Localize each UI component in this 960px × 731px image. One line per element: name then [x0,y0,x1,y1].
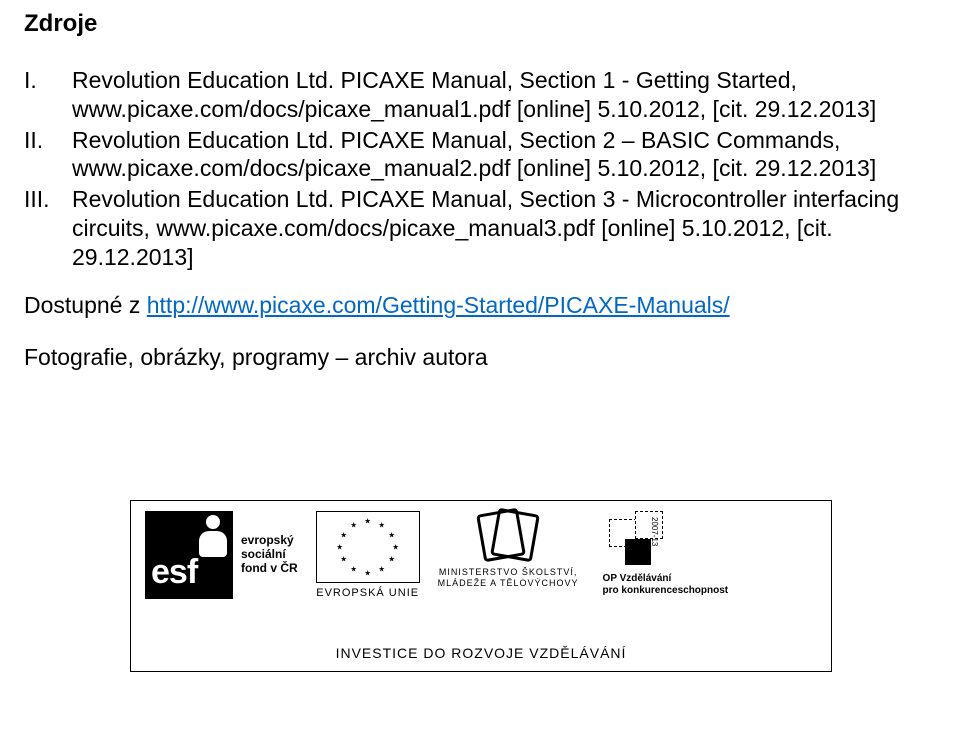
eu-label: EVROPSKÁ UNIE [316,587,419,599]
roman-numeral: I. [24,66,72,124]
photo-credit: Fotografie, obrázky, programy – archiv a… [24,343,936,372]
item-text: Revolution Education Ltd. PICAXE Manual,… [72,66,936,124]
msmt-line1: MINISTERSTVO ŠKOLSTVÍ, [439,567,578,577]
eu-flag-icon [316,511,420,583]
op-icon: 2007-13 [603,511,673,571]
list-item: III. Revolution Education Ltd. PICAXE Ma… [24,185,936,271]
roman-numeral: II. [24,126,72,184]
funding-logos-banner: esf evropský sociální fond v ČR EVROPSKÁ… [130,500,832,672]
op-label: OP Vzdělávání pro konkurenceschopnost [603,573,729,597]
list-item: II. Revolution Education Ltd. PICAXE Man… [24,126,936,184]
roman-numeral: III. [24,185,72,271]
person-icon [197,515,229,561]
msmt-label: MINISTERSTVO ŠKOLSTVÍ, MLÁDEŽE A TĚLOVÝC… [438,567,579,590]
op-line1: OP Vzdělávání [603,573,672,584]
op-year: 2007-13 [650,517,659,546]
available-prefix: Dostupné z [24,292,147,318]
esf-icon: esf [145,511,233,599]
msmt-line2: MLÁDEŽE A TĚLOVÝCHOVY [438,578,579,588]
invest-tagline: INVESTICE DO ROZVOJE VZDĚLÁVÁNÍ [131,639,831,671]
msmt-logo-block: MINISTERSTVO ŠKOLSTVÍ, MLÁDEŽE A TĚLOVÝC… [438,509,579,590]
esf-acronym: esf [151,553,197,592]
manuals-link[interactable]: http://www.picaxe.com/Getting-Started/PI… [147,292,730,318]
page-title: Zdroje [24,10,936,38]
reference-list: I. Revolution Education Ltd. PICAXE Manu… [24,66,936,271]
eu-logo-block: EVROPSKÁ UNIE [316,511,420,599]
esf-label: evropský sociální fond v ČR [241,534,298,575]
op-line2: pro konkurenceschopnost [603,585,729,596]
page-content: Zdroje I. Revolution Education Ltd. PICA… [0,0,960,372]
list-item: I. Revolution Education Ltd. PICAXE Manu… [24,66,936,124]
logos-row: esf evropský sociální fond v ČR EVROPSKÁ… [131,501,831,639]
item-text: Revolution Education Ltd. PICAXE Manual,… [72,185,936,271]
item-text: Revolution Education Ltd. PICAXE Manual,… [72,126,936,184]
msmt-icon [480,509,536,565]
available-from: Dostupné z http://www.picaxe.com/Getting… [24,291,936,320]
op-logo-block: 2007-13 OP Vzdělávání pro konkurencescho… [603,511,729,597]
esf-logo-block: esf evropský sociální fond v ČR [145,511,298,599]
